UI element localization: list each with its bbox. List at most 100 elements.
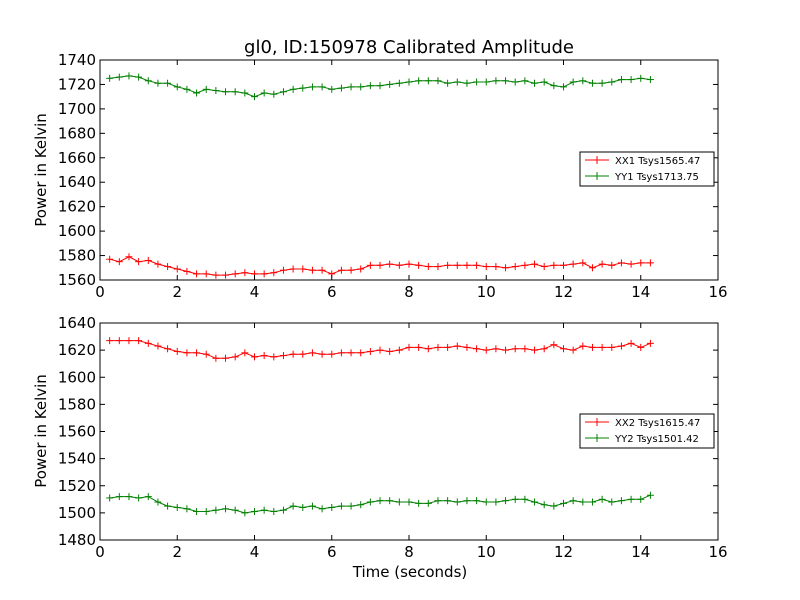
top-series-1-point: [453, 78, 461, 86]
top-series-0-point: [376, 261, 384, 269]
bottom-series-1-point: [106, 494, 114, 502]
bottom-series-1-point: [241, 509, 249, 517]
bottom-series-0-point: [212, 354, 220, 362]
bottom-series-0-point: [482, 346, 490, 354]
bottom-series-0-point: [106, 337, 114, 345]
top-legend: XX1 Tsys1565.47 YY1 Tsys1713.75: [579, 151, 715, 187]
bottom-series-0-point: [376, 346, 384, 354]
top-y-tick-label: 1680: [58, 124, 96, 142]
top-series-0-point: [444, 261, 452, 269]
bottom-series-1-point: [531, 498, 539, 506]
top-series-0-point: [560, 261, 567, 269]
top-series-1-point: [502, 77, 510, 85]
top-series-1-point: [588, 79, 596, 87]
bottom-series-1-point: [202, 508, 210, 516]
top-series-1-point: [193, 89, 201, 97]
top-series-0-point: [144, 256, 152, 264]
top-series-0-point: [337, 266, 345, 274]
bottom-series-1-point: [144, 493, 152, 501]
bottom-series-1-point: [482, 498, 490, 506]
bottom-series-0-point: [251, 353, 258, 361]
top-series-1-point: [337, 84, 345, 92]
top-series-0-point: [627, 260, 635, 268]
bottom-series-0-point: [444, 343, 452, 351]
top-series-0-point: [173, 265, 181, 273]
bottom-y-tick-label: 1520: [58, 477, 96, 495]
top-series-0-point: [366, 261, 374, 269]
top-series-0-point: [202, 270, 210, 278]
chart-title: gl0, ID:150978 Calibrated Amplitude: [244, 37, 574, 58]
top-series-1-point: [444, 79, 452, 87]
top-series-0-point: [473, 261, 481, 269]
bottom-series-0-point: [279, 352, 287, 360]
bottom-y-tick-label: 1600: [58, 368, 96, 386]
bottom-series-1-point: [270, 508, 278, 516]
bottom-series-1-point: [646, 491, 654, 499]
top-series-0-point: [482, 263, 490, 271]
top-series-1-point: [531, 79, 539, 87]
top-series-1-point: [125, 72, 133, 80]
top-y-tick-label: 1740: [58, 51, 96, 69]
top-series-1-point: [231, 88, 239, 96]
bottom-series-0-point: [173, 347, 181, 355]
top-series-1-point: [569, 78, 577, 86]
bottom-series-0-point: [357, 349, 365, 357]
bottom-series-1-point: [289, 502, 297, 510]
bottom-series-1-point: [617, 497, 625, 505]
top-legend-box: [579, 151, 715, 187]
top-series-1-point: [279, 88, 287, 96]
bottom-series-1-point: [598, 495, 606, 503]
top-series-1-point: [366, 82, 374, 90]
top-series-1-point: [144, 77, 152, 85]
top-y-tick-label: 1620: [58, 198, 96, 216]
top-y-tick-label: 1640: [58, 173, 96, 191]
bottom-series-0-point: [328, 350, 336, 358]
bottom-x-tick-label: 12: [554, 543, 573, 561]
bottom-series-0-point: [569, 346, 577, 354]
bottom-y-tick-label: 1580: [58, 395, 96, 413]
top-panel-marks: [106, 72, 654, 279]
top-series-0-point: [231, 270, 239, 278]
bottom-series-1-point: [550, 502, 558, 510]
top-x-tick-label: 8: [404, 283, 414, 301]
top-series-1-point: [473, 78, 481, 86]
bottom-legend-yy2-label: YY2 Tsys1501.42: [614, 434, 699, 445]
bottom-series-1-point: [473, 497, 481, 505]
bottom-series-1-point: [386, 497, 394, 505]
bottom-series-0-point: [164, 345, 172, 353]
top-legend-yy1-label: YY1 Tsys1713.75: [614, 172, 699, 183]
bottom-series-0-point: [183, 349, 191, 357]
top-series-0-point: [347, 266, 355, 274]
top-series-1-point: [115, 73, 123, 81]
bottom-series-0-point: [502, 346, 510, 354]
bottom-y-tick-label: 1480: [58, 531, 96, 549]
bottom-series-1-point: [608, 498, 616, 506]
top-series-1-point: [637, 74, 645, 82]
top-series-0-point: [308, 266, 316, 274]
bottom-series-1-point: [463, 497, 471, 505]
bottom-y-tick-label: 1540: [58, 450, 96, 468]
bottom-series-1-point: [318, 505, 326, 513]
top-series-1-point: [482, 78, 490, 86]
bottom-panel-ticks: 0 2 4 6 8 10 12 14 16 1480 1500 1520 1540 1560 1580 160…: [58, 314, 728, 561]
bottom-series-1-point: [299, 503, 307, 511]
bottom-series-0-point: [405, 343, 413, 351]
top-series-1-point: [222, 88, 230, 96]
bottom-y-tick-label: 1560: [58, 423, 96, 441]
top-legend-xx1-label: XX1 Tsys1565.47: [615, 156, 700, 167]
bottom-series-0-point: [337, 349, 345, 357]
bottom-series-0-point: [434, 343, 442, 351]
top-x-tick-label: 14: [631, 283, 650, 301]
top-y-tick-label: 1600: [58, 222, 96, 240]
top-x-tick-label: 10: [477, 283, 496, 301]
top-series-1-point: [560, 83, 567, 91]
bottom-series-1-point: [415, 499, 423, 507]
top-series-0-point: [386, 260, 394, 268]
top-panel-ticks: 0 2 4 6 8 10 12 14 16 1560 1580 1600 1620 1640 1660 168…: [58, 51, 728, 301]
bottom-series-0-point: [222, 354, 230, 362]
bottom-x-tick-label: 2: [172, 543, 182, 561]
top-series-1-point: [376, 82, 384, 90]
bottom-series-0-point: [135, 337, 143, 345]
bottom-series-1-point: [337, 502, 345, 510]
bottom-series-0-point: [125, 337, 133, 345]
